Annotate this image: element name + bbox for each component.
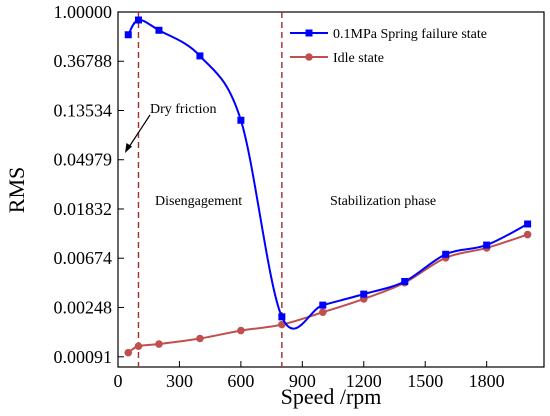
y-tick-label: 0.01832 [54,199,113,219]
y-tick-label: 0.00674 [54,248,113,268]
data-point [442,250,450,258]
data-point [196,334,204,343]
annotation-dry-friction-label: Dry friction [150,102,216,117]
data-point [278,320,286,329]
data-point [524,220,532,228]
x-tick-label: 600 [227,371,254,391]
legend: 0.1MPa Spring failure state Idle state [290,27,487,66]
x-tick-label: 300 [166,371,193,391]
data-point [360,290,368,298]
data-point [155,340,163,348]
plot-area [117,11,545,368]
data-point [401,278,409,286]
data-point [237,116,245,124]
x-tick-label: 1200 [346,371,382,391]
series-layer [124,16,532,357]
y-axis: 0.00091 0.00248 0.00674 0.01832 0.04979 0.135… [54,2,124,367]
x-tick-label: 1800 [469,371,505,391]
data-point [196,52,204,60]
data-point [124,31,132,39]
y-axis-title: RMS [4,167,29,213]
legend-label-1: Idle state [333,51,384,66]
x-tick-label: 1500 [407,371,443,391]
reference-lines [137,12,283,367]
x-axis-title: Speed /rpm [281,384,382,409]
y-tick-label: 0.36788 [54,51,113,71]
series-0 [124,16,532,330]
data-point [124,348,133,357]
legend-label-0: 0.1MPa Spring failure state [333,27,487,42]
data-point [134,16,142,24]
data-point [319,301,327,309]
annotation-arrow [128,114,151,148]
annotation-dry-friction: Dry friction [125,102,216,153]
data-point [155,26,163,34]
data-point [237,326,245,335]
data-point [319,308,327,317]
data-point [523,230,532,239]
y-tick-label: 0.00091 [54,347,113,367]
annotation-disengagement: Disengagement [155,194,242,209]
annotation-stabilization-phase: Stabilization phase [330,194,436,209]
data-point [483,241,491,249]
annotation-arrowhead [125,143,132,153]
y-tick-label: 0.13534 [54,100,113,120]
x-tick-label: 0 [114,371,123,391]
legend-marker-1 [305,53,313,61]
legend-marker-0 [305,29,313,37]
y-tick-label: 1.00000 [54,2,113,22]
y-tick-label: 0.04979 [54,150,113,170]
data-point [278,313,286,321]
data-point [134,342,143,350]
y-tick-label: 0.00248 [54,297,113,317]
x-axis: 0 300 600 900 1200 1500 1800 [114,361,505,391]
x-tick-label: 900 [289,371,316,391]
